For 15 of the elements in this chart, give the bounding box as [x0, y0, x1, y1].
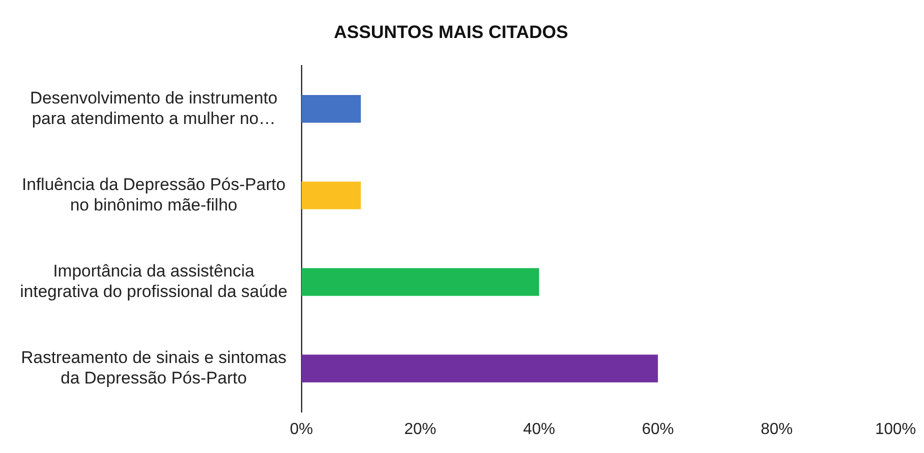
x-tick-label: 20% — [404, 420, 436, 438]
y-tick-label: Importância da assistência integrativa do profissional da saúde — [20, 261, 288, 301]
bar — [301, 268, 540, 296]
bar — [301, 182, 361, 210]
bar — [301, 354, 658, 382]
x-tick-label: 80% — [760, 420, 793, 438]
x-tick-label: 40% — [523, 420, 556, 438]
chart-title: ASSUNTOS MAIS CITADOS — [334, 22, 568, 42]
x-tick-label: 100% — [875, 420, 916, 438]
y-tick-label: Desenvolvimento de instrumento para atendimento a mulher no… — [30, 88, 278, 128]
x-tick-label: 60% — [642, 420, 674, 438]
bar — [301, 95, 361, 123]
x-tick-label: 0% — [290, 420, 314, 438]
y-tick-label: Rastreamento de sinais e sintomas da Depressão Pós-Parto — [20, 348, 286, 388]
y-tick-label: Influência da Depressão Pós-Parto no binônimo mãe-filho — [22, 174, 286, 214]
